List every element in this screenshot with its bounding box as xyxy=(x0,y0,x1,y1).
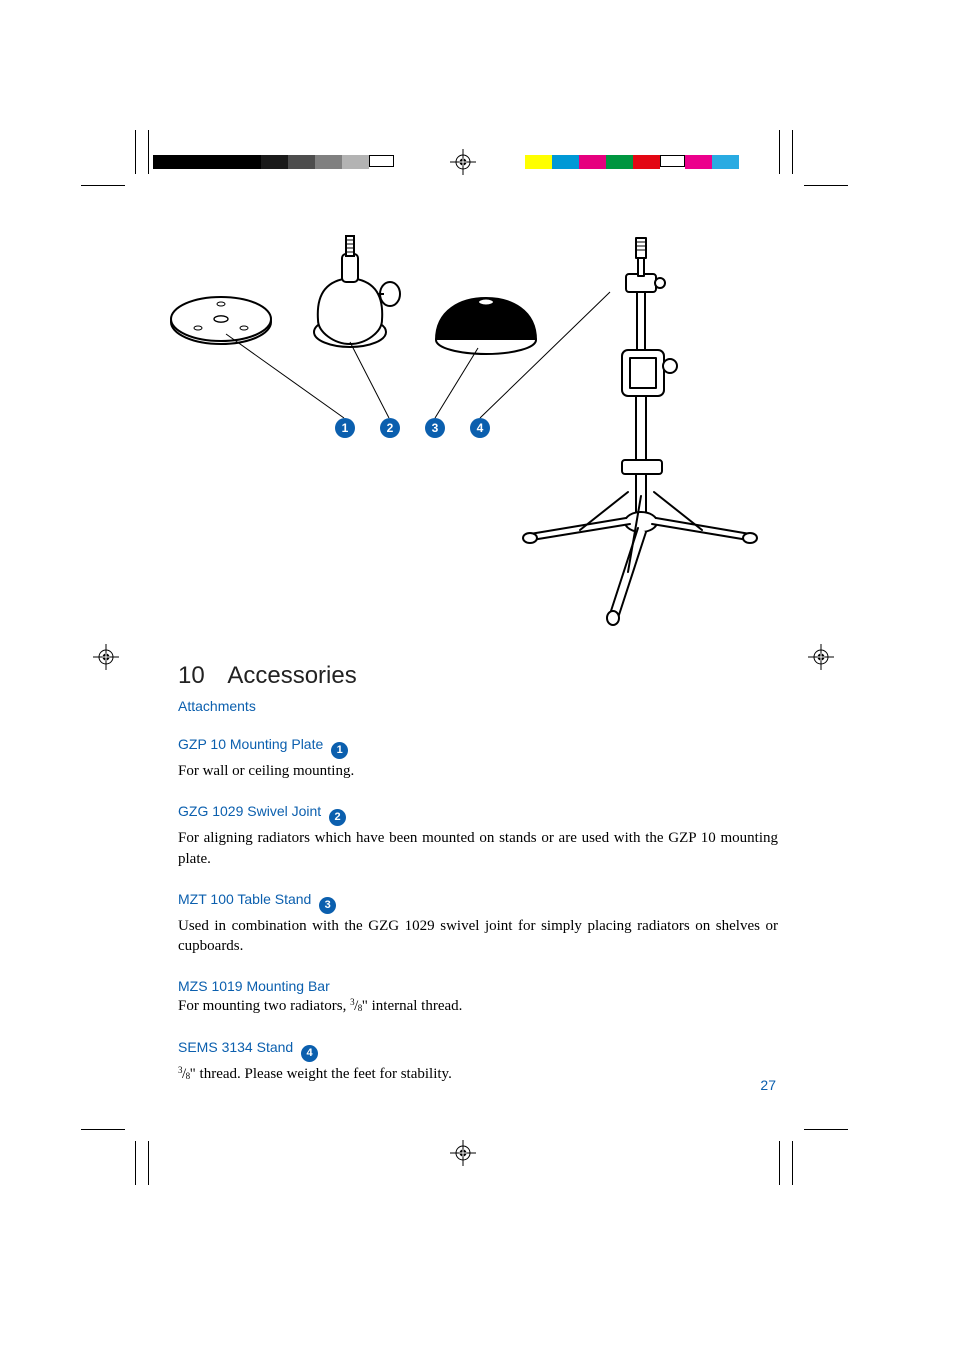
callout-2: 2 xyxy=(380,418,400,438)
accessories-illustration: 1 2 3 4 xyxy=(178,232,778,632)
inline-callout-4: 4 xyxy=(301,1045,318,1062)
page-content: 1 2 3 4 10 Accessories Attachments GZP 1… xyxy=(178,232,778,1090)
item-title: MZS 1019 Mounting Bar xyxy=(178,978,778,994)
item-title: GZG 1029 Swivel Joint 2 xyxy=(178,803,778,826)
cmyk-color-bar xyxy=(525,155,739,169)
section-number: 10 xyxy=(178,662,222,690)
inline-callout-1: 1 xyxy=(331,742,348,759)
section-subhead: Attachments xyxy=(178,698,778,714)
item-body: Used in combination with the GZG 1029 sw… xyxy=(178,916,778,957)
callout-3: 3 xyxy=(425,418,445,438)
item-body: For mounting two radiators, 3/8" interna… xyxy=(178,996,778,1016)
item-body: For wall or ceiling mounting. xyxy=(178,761,778,781)
callout-4: 4 xyxy=(470,418,490,438)
inline-callout-3: 3 xyxy=(319,897,336,914)
registration-mark-icon xyxy=(93,644,119,670)
item-title: MZT 100 Table Stand 3 xyxy=(178,891,778,914)
inline-callout-2: 2 xyxy=(329,809,346,826)
item-title: GZP 10 Mounting Plate 1 xyxy=(178,736,778,759)
registration-mark-icon xyxy=(450,1140,476,1166)
registration-mark-icon xyxy=(808,644,834,670)
registration-mark-icon xyxy=(450,149,476,175)
item-title: SEMS 3134 Stand 4 xyxy=(178,1039,778,1062)
item-body: For aligning radiators which have been m… xyxy=(178,828,778,869)
figure-callouts: 1 2 3 4 xyxy=(335,418,490,438)
grayscale-color-bar xyxy=(153,155,394,169)
section-title: Accessories xyxy=(227,662,356,689)
callout-1: 1 xyxy=(335,418,355,438)
section-heading: 10 Accessories xyxy=(178,662,778,690)
leader-lines xyxy=(178,232,778,442)
item-body: 3/8" thread. Please weight the feet for … xyxy=(178,1064,778,1084)
page-number: 27 xyxy=(760,1077,776,1093)
